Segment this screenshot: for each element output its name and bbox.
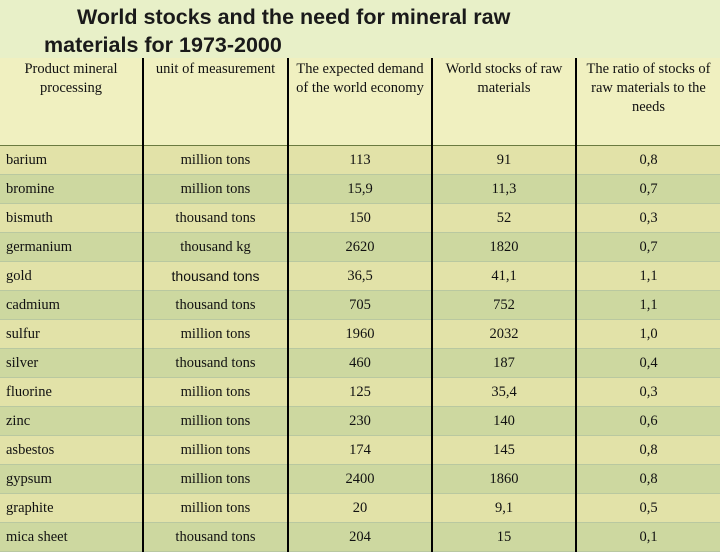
ratio-cell: 0,8 [576,435,720,465]
world-stocks-cell: 41,1 [432,261,577,291]
expected-demand-cell: 1960 [288,319,433,349]
unit-cell: million tons [143,174,289,204]
table-header: Product mineral processing unit of measu… [0,58,720,146]
product-cell: graphite [0,493,144,523]
expected-demand-cell: 460 [288,348,433,378]
ratio-cell: 0,6 [576,406,720,436]
unit-cell: thousand tons [143,290,289,320]
expected-demand-cell: 204 [288,522,433,552]
world-stocks-cell: 91 [432,145,577,175]
world-stocks-cell: 145 [432,435,577,465]
world-stocks-cell: 11,3 [432,174,577,204]
ratio-cell: 1,0 [576,319,720,349]
ratio-cell: 1,1 [576,290,720,320]
product-cell: bromine [0,174,144,204]
unit-cell: million tons [143,435,289,465]
world-stocks-cell: 15 [432,522,577,552]
ratio-cell: 0,3 [576,377,720,407]
world-stocks-cell: 140 [432,406,577,436]
unit-cell: thousand tons [143,261,289,291]
column-header-ratio: The ratio of stocks of raw materials to … [576,58,720,146]
mineral-stocks-table: Product mineral processing unit of measu… [0,58,720,552]
ratio-cell: 0,7 [576,174,720,204]
world-stocks-cell: 187 [432,348,577,378]
expected-demand-cell: 113 [288,145,433,175]
world-stocks-cell: 52 [432,203,577,233]
expected-demand-cell: 150 [288,203,433,233]
table-row: cadmium thousand tons 705 752 1,1 [0,290,720,320]
header-row: Product mineral processing unit of measu… [0,58,720,146]
product-cell: bismuth [0,203,144,233]
table-row: zinc million tons 230 140 0,6 [0,406,720,436]
table-row: gypsum million tons 2400 1860 0,8 [0,464,720,494]
ratio-cell: 0,8 [576,145,720,175]
product-cell: germanium [0,232,144,262]
unit-cell: million tons [143,406,289,436]
product-cell: fluorine [0,377,144,407]
table-body: barium million tons 113 91 0,8 bromine million… [0,145,720,552]
slide-title-line-1: World stocks and the need for mineral ra… [77,5,511,29]
unit-cell: million tons [143,493,289,523]
expected-demand-cell: 705 [288,290,433,320]
product-cell: cadmium [0,290,144,320]
unit-cell: million tons [143,377,289,407]
column-header-product: Product mineral processing [0,58,144,146]
world-stocks-cell: 1820 [432,232,577,262]
expected-demand-cell: 125 [288,377,433,407]
expected-demand-cell: 2620 [288,232,433,262]
world-stocks-cell: 2032 [432,319,577,349]
world-stocks-cell: 752 [432,290,577,320]
table-row: silver thousand tons 460 187 0,4 [0,348,720,378]
unit-cell: thousand tons [143,522,289,552]
product-cell: barium [0,145,144,175]
table-row: graphite million tons 20 9,1 0,5 [0,493,720,523]
world-stocks-cell: 35,4 [432,377,577,407]
column-header-expected-demand: The expected demand of the world economy [288,58,433,146]
ratio-cell: 0,8 [576,464,720,494]
ratio-cell: 1,1 [576,261,720,291]
title-bar: World stocks and the need for mineral ra… [0,0,720,58]
expected-demand-cell: 174 [288,435,433,465]
table-row: mica sheet thousand tons 204 15 0,1 [0,522,720,552]
ratio-cell: 0,7 [576,232,720,262]
expected-demand-cell: 15,9 [288,174,433,204]
product-cell: gypsum [0,464,144,494]
expected-demand-cell: 2400 [288,464,433,494]
expected-demand-cell: 230 [288,406,433,436]
product-cell: zinc [0,406,144,436]
product-cell: silver [0,348,144,378]
ratio-cell: 0,1 [576,522,720,552]
table-row: sulfur million tons 1960 2032 1,0 [0,319,720,349]
table-row: gold thousand tons 36,5 41,1 1,1 [0,261,720,291]
unit-cell: thousand tons [143,203,289,233]
table-row: germanium thousand kg 2620 1820 0,7 [0,232,720,262]
product-cell: mica sheet [0,522,144,552]
product-cell: asbestos [0,435,144,465]
table-row: fluorine million tons 125 35,4 0,3 [0,377,720,407]
unit-cell: million tons [143,145,289,175]
expected-demand-cell: 36,5 [288,261,433,291]
world-stocks-cell: 1860 [432,464,577,494]
table-row: bismuth thousand tons 150 52 0,3 [0,203,720,233]
unit-cell: thousand tons [143,348,289,378]
ratio-cell: 0,5 [576,493,720,523]
unit-cell: million tons [143,319,289,349]
product-cell: gold [0,261,144,291]
slide-title-line-2: materials for 1973-2000 [44,33,282,57]
unit-cell: million tons [143,464,289,494]
ratio-cell: 0,4 [576,348,720,378]
column-header-unit: unit of measurement [143,58,289,146]
column-header-world-stocks: World stocks of raw materials [432,58,577,146]
ratio-cell: 0,3 [576,203,720,233]
table-row: barium million tons 113 91 0,8 [0,145,720,175]
unit-cell: thousand kg [143,232,289,262]
world-stocks-cell: 9,1 [432,493,577,523]
product-cell: sulfur [0,319,144,349]
slide-title: World stocks and the need for mineral ra… [44,3,684,59]
table-row: asbestos million tons 174 145 0,8 [0,435,720,465]
expected-demand-cell: 20 [288,493,433,523]
table-row: bromine million tons 15,9 11,3 0,7 [0,174,720,204]
